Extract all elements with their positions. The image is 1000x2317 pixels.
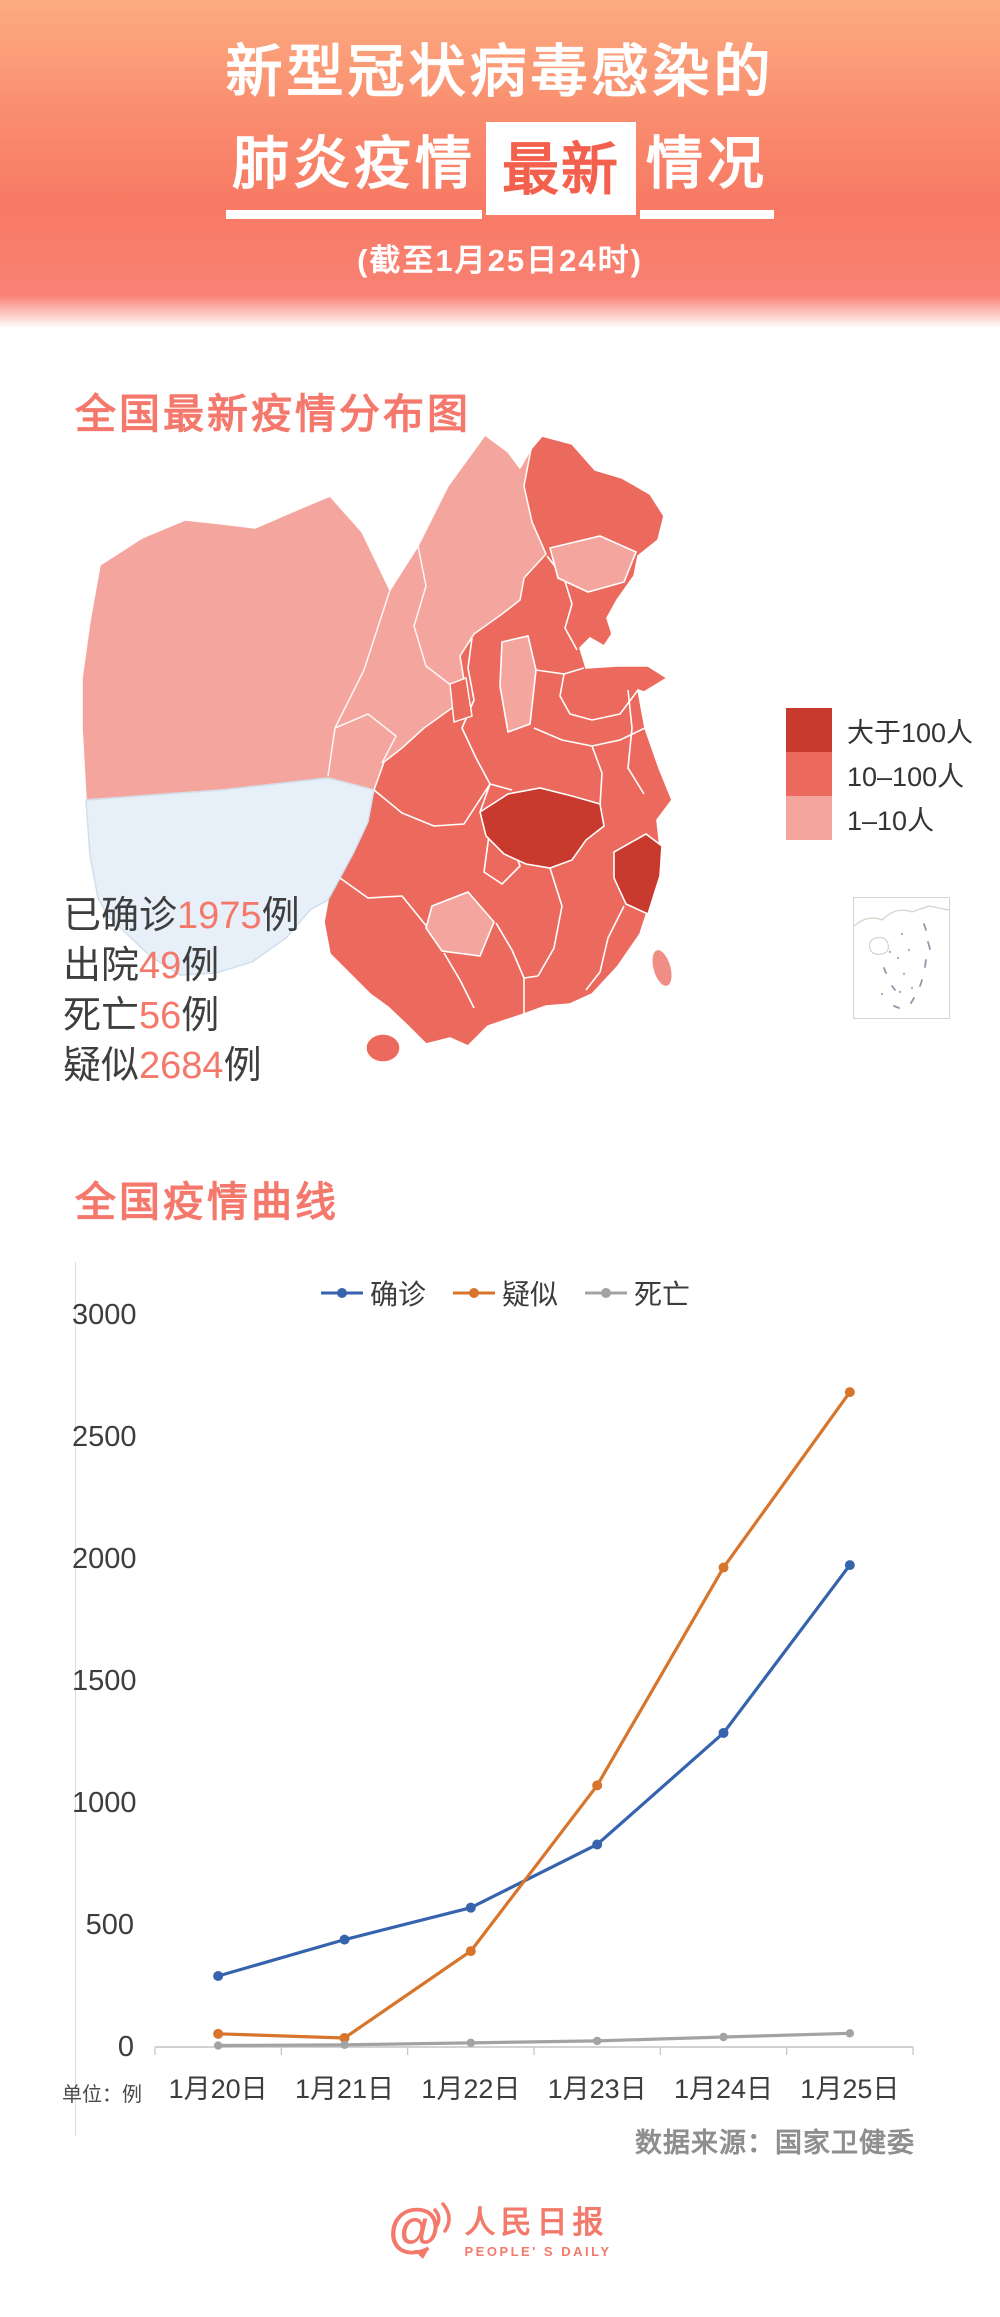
map-section-title: 全国最新疫情分布图 [75, 391, 471, 437]
legend-marker-icon [452, 1288, 495, 1298]
data-point-1-4 [718, 1562, 729, 1573]
legend-marker-icon [585, 1288, 627, 1298]
y-axis-label: 0 [117, 2031, 134, 2063]
data-point-1-2 [465, 1946, 476, 1957]
series-line-2 [218, 2031, 850, 2048]
series-line-0 [217, 1564, 852, 1978]
stat-discharged: 出院49例 [63, 945, 220, 987]
legend-series-name: 疑似 [501, 1279, 558, 1310]
latest-badge: 最新 [486, 122, 636, 215]
data-point-1-3 [592, 1780, 603, 1791]
inset-islands-graphic [853, 905, 950, 1009]
svg-text:@: @ [388, 2198, 441, 2258]
legend-swatch-1-10 [786, 796, 832, 840]
y-axis-label: 1500 [72, 1665, 137, 1697]
stat-confirmed: 已确诊1975例 [63, 895, 300, 937]
data-point-0-1 [339, 1934, 350, 1945]
stat-suspected-value: 2684 [139, 1045, 224, 1087]
as-of-date: (截至1月25日24时) [357, 243, 643, 278]
unit-note: 单位：例 [62, 2084, 142, 2106]
data-point-0-2 [465, 1902, 476, 1913]
header-banner: 新型冠状病毒感染的 肺炎疫情 最新 情况 (截至1月25日24时) [0, 0, 1000, 328]
main-title-line2-left: 肺炎疫情 [226, 118, 482, 219]
map-legend: 大于100人 10–100人 1–10人 [786, 708, 973, 840]
stat-confirmed-value: 1975 [177, 895, 262, 937]
map-ningxia-region [449, 677, 473, 723]
map-shanxi-region [499, 635, 537, 734]
data-point-2-3 [592, 2036, 602, 2046]
y-axis-label: 3000 [72, 1299, 137, 1331]
y-axis-label: 2000 [72, 1543, 137, 1575]
legend-label-gt100: 大于100人 [847, 717, 974, 748]
x-axis-label: 1月23日 [547, 2074, 647, 2104]
legend-series-name: 死亡 [634, 1279, 691, 1310]
map-hainan-region [365, 1033, 401, 1063]
epidemic-curve-chart: 确诊 疑似 死亡 3000 2500 2000 1500 1000 500 0 1月20日 1月2… [60, 1245, 990, 2185]
south-china-sea-inset-map [853, 897, 950, 1019]
x-axis-label: 1月21日 [294, 2074, 395, 2104]
china-choropleth-map [81, 434, 673, 1063]
logo-cn: 人民日报 [464, 2205, 609, 2240]
map-legend-row: 10–100人 [786, 752, 973, 796]
series-line-1 [218, 1391, 852, 2040]
map-jilin-region [549, 535, 638, 593]
main-title-line2: 肺炎疫情 最新 情况 [0, 118, 1000, 219]
data-point-0-5 [844, 1560, 855, 1571]
data-source-note: 数据来源：国家卫健委 [635, 2128, 915, 2158]
data-point-0-4 [718, 1727, 729, 1738]
data-point-2-5 [845, 2029, 855, 2038]
data-point-1-5 [844, 1387, 855, 1398]
map-zhejiang-region [613, 833, 663, 916]
legend-series-name: 确诊 [369, 1279, 426, 1310]
data-point-2-0 [213, 2041, 223, 2050]
data-point-1-0 [213, 2028, 224, 2039]
map-hubei-region [479, 787, 605, 869]
line-chart-canvas [154, 1387, 914, 2055]
data-point-0-3 [592, 1839, 603, 1850]
chart-legend-item-0: 确诊 [320, 1273, 426, 1313]
chart-left-border [75, 1262, 76, 2136]
stat-deaths: 死亡56例 [63, 995, 220, 1037]
logo-en: PEOPLE' S DAILY [464, 2244, 612, 2259]
data-point-0-0 [213, 1970, 224, 1981]
case-statistics: 已确诊1975例 出院49例 死亡56例 疑似2684例 [63, 891, 300, 1091]
main-title-line2-right: 情况 [640, 118, 774, 219]
map-guizhou-region [425, 891, 495, 957]
legend-swatch-10-100 [786, 752, 832, 796]
y-axis-label: 1000 [72, 1787, 137, 1819]
chart-section-title: 全国疫情曲线 [75, 1179, 339, 1225]
data-point-2-1 [340, 2040, 349, 2050]
map-legend-row: 1–10人 [786, 796, 973, 840]
x-axis-label: 1月25日 [800, 2074, 900, 2104]
legend-marker-icon [320, 1288, 363, 1298]
stat-deaths-value: 56 [139, 995, 182, 1037]
y-axis-label: 500 [85, 1909, 134, 1941]
x-axis-label: 1月22日 [421, 2074, 521, 2104]
logo-text: 人民日报 PEOPLE' S DAILY [464, 2197, 611, 2259]
chart-legend: 确诊 疑似 死亡 [60, 1273, 950, 1313]
legend-label-10-100: 10–100人 [847, 761, 965, 792]
stat-suspected: 疑似2684例 [63, 1045, 262, 1087]
legend-swatch-gt100 [786, 708, 832, 752]
y-axis-label: 2500 [72, 1421, 137, 1453]
data-point-1-1 [339, 2032, 350, 2043]
data-point-2-2 [466, 2038, 476, 2048]
at-megaphone-icon: @ [388, 2198, 452, 2259]
stat-discharged-value: 49 [139, 945, 182, 987]
peoples-daily-logo: @ 人民日报 PEOPLE' S DAILY [0, 2196, 1000, 2260]
main-title-line1: 新型冠状病毒感染的 [225, 40, 775, 104]
map-legend-row: 大于100人 [786, 708, 973, 752]
chart-legend-item-2: 死亡 [584, 1273, 690, 1313]
chart-legend-item-1: 疑似 [452, 1273, 558, 1313]
legend-label-1-10: 1–10人 [847, 805, 935, 836]
data-point-2-4 [719, 2032, 728, 2042]
x-axis-label: 1月24日 [673, 2074, 774, 2104]
x-axis-label: 1月20日 [168, 2074, 268, 2104]
map-taiwan-region [651, 948, 673, 988]
